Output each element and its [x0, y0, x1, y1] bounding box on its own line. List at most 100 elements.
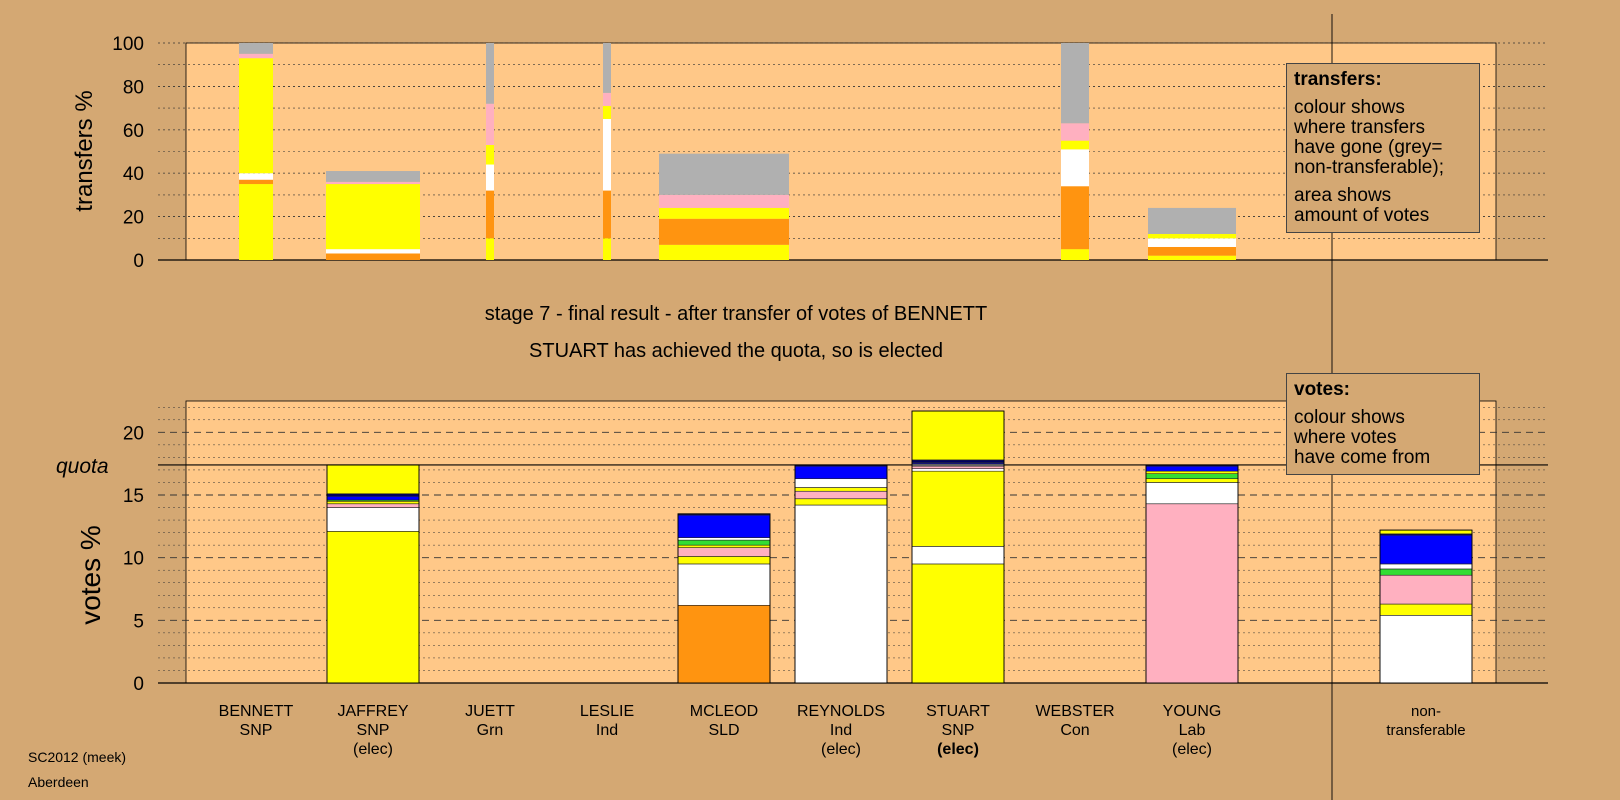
transfers-bar-segment [659, 218, 789, 245]
candidate-party: Lab [1178, 722, 1206, 739]
footer-place: Aberdeen [28, 774, 89, 790]
votes-bar-segment [677, 563, 771, 606]
votes-bar-segment [1145, 465, 1239, 472]
votes-bar-segment [677, 556, 771, 565]
legend-transfers-line: have gone (grey= [1294, 137, 1443, 158]
candidate-name: JUETT [465, 703, 515, 720]
votes-bar-segment [794, 487, 888, 492]
transfers-bar-segment [1061, 123, 1089, 141]
transfers-bar-segment [486, 164, 494, 191]
votes-bar-segment [1379, 534, 1473, 565]
transfers-bar-segment [659, 194, 789, 208]
candidate-label: STUART SNP (elec) [903, 702, 1013, 759]
candidate-party: Ind [595, 722, 619, 739]
transfers-bar-segment [603, 238, 611, 260]
votes-bar-outline [677, 513, 771, 684]
nontransferable-label-line: non- [1410, 703, 1442, 720]
transfers-bar-segment [1148, 233, 1236, 239]
votes-axis-label: votes % [75, 525, 106, 625]
legend-votes-line: colour shows [1294, 407, 1405, 428]
transfers-tick-label: 40 [123, 164, 144, 185]
nontransferable-label: non-transferable [1371, 702, 1481, 740]
votes-bar-segment [677, 537, 771, 541]
legend-transfers-line: non-transferable); [1294, 157, 1444, 178]
legend-transfers-title: transfers: [1294, 69, 1382, 90]
votes-bar-segment [1145, 503, 1239, 684]
candidate-name: JAFFREY [337, 703, 409, 720]
transfers-bar-segment [603, 118, 611, 191]
transfers-bar-segment [1061, 249, 1089, 260]
votes-bar-segment [794, 465, 888, 480]
candidate-name: MCLEOD [689, 703, 759, 720]
legend-votes: votes: colour shows where votes have com… [1286, 373, 1480, 475]
legend-transfers: transfers: colour shows where transfers … [1286, 63, 1480, 233]
nontransferable-label-line: transferable [1386, 722, 1466, 739]
votes-bar-segment [1379, 574, 1473, 605]
transfers-bar-segment [1148, 255, 1236, 260]
candidate-party: SNP [356, 722, 390, 739]
legend-transfers-line: area shows [1294, 185, 1392, 206]
transfers-bar-segment [1148, 238, 1236, 247]
votes-bar-segment [911, 459, 1005, 463]
transfers-bar-segment [1148, 207, 1236, 234]
transfers-bar-segment [326, 171, 420, 182]
candidate-party: SNP [941, 722, 975, 739]
votes-bar-segment [1145, 482, 1239, 505]
transfers-bar-segment [239, 179, 273, 185]
votes-bar-segment [1145, 470, 1239, 474]
transfers-bar-segment [1061, 149, 1089, 187]
transfers-bar-segment [1061, 140, 1089, 150]
votes-bar-segment [794, 490, 888, 500]
legend-votes-line: where votes [1294, 427, 1397, 448]
transfers-bar-segment [326, 181, 420, 185]
votes-bar-segment [794, 504, 888, 684]
transfers-tick-label: 20 [123, 208, 144, 229]
transfers-bar-segment [486, 43, 494, 104]
transfers-bar-segment [659, 244, 789, 260]
stage-title: stage 7 - final result - after transfer … [484, 303, 988, 325]
transfers-bar-segment [603, 92, 611, 106]
votes-bar-segment [1379, 568, 1473, 576]
transfers-bar-segment [603, 105, 611, 119]
votes-bar-segment [911, 563, 1005, 684]
candidate-name: BENNETT [218, 703, 294, 720]
votes-bar-segment [677, 547, 771, 557]
transfers-tick-label: 0 [133, 251, 144, 272]
transfers-bar-segment [239, 58, 273, 174]
stage-result: STUART has achieved the quota, so is ele… [529, 340, 943, 362]
votes-bar-segment [326, 503, 420, 508]
candidate-party: SNP [239, 722, 273, 739]
transfers-bar-segment [486, 238, 494, 260]
transfers-tick-label: 60 [123, 121, 144, 142]
votes-bar-segment [1379, 563, 1473, 570]
candidate-party: Ind [829, 722, 853, 739]
transfers-tick-label: 100 [112, 34, 144, 55]
candidate-status: (elec) [937, 741, 979, 758]
votes-bar-segment [326, 500, 420, 505]
legend-transfers-line: amount of votes [1294, 205, 1430, 226]
quota-label: quota [56, 455, 109, 478]
votes-bar-segment [1379, 529, 1473, 535]
votes-bar-segment [911, 410, 1005, 461]
transfers-bar-segment [603, 190, 611, 239]
votes-bar-segment [677, 514, 771, 538]
votes-bar-segment [1145, 473, 1239, 480]
candidate-label: REYNOLDS Ind (elec) [786, 702, 896, 759]
transfers-bar-segment [659, 153, 789, 195]
candidate-name: REYNOLDS [796, 703, 886, 720]
votes-tick-label: 15 [123, 486, 144, 507]
transfers-bar-segment [486, 190, 494, 239]
transfers-bar-segment [239, 173, 273, 180]
legend-transfers-line: colour shows [1294, 97, 1405, 118]
candidate-name: STUART [926, 703, 990, 720]
candidate-name: YOUNG [1162, 703, 1222, 720]
candidate-status: (elec) [1171, 741, 1212, 758]
votes-bar-segment [677, 604, 771, 684]
candidate-label: WEBSTER Con [1020, 702, 1130, 740]
votes-bar-segment [326, 495, 420, 501]
transfers-bar-segment [1061, 43, 1089, 124]
transfers-bar-segment [659, 207, 789, 219]
legend-transfers-line: where transfers [1294, 117, 1425, 138]
votes-bar-segment [326, 493, 420, 497]
